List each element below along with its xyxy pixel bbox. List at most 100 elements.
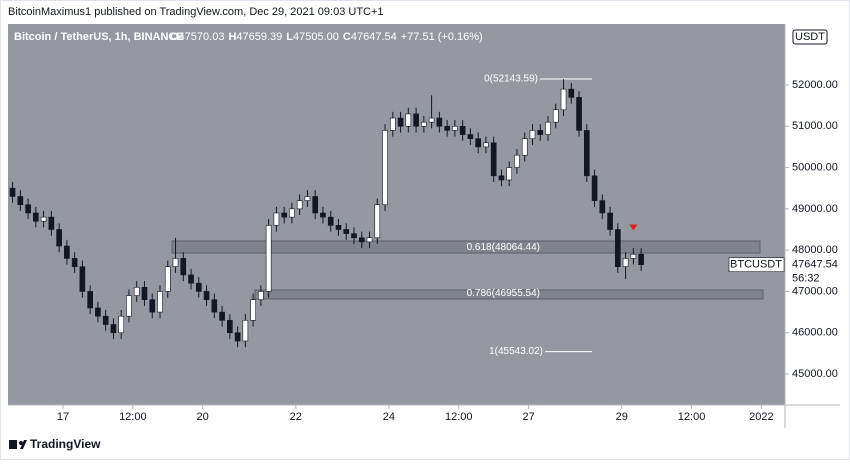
fib-label: 0(52143.59) <box>484 74 538 85</box>
fib-label: 0.786(46955.54) <box>467 288 540 299</box>
candle-body <box>358 237 365 243</box>
fib-zone <box>254 289 764 300</box>
candle-body <box>583 130 590 177</box>
candle-body <box>599 200 606 214</box>
fib-zone <box>171 240 761 254</box>
candle-body <box>591 175 598 201</box>
ohlc-value: 47647.54 <box>351 31 397 43</box>
candle-body <box>452 125 458 131</box>
ohlc-value: 47659.39 <box>236 31 282 43</box>
candle-body <box>234 332 241 342</box>
x-tick-label: 29 <box>616 411 628 423</box>
y-tick-label: 51000.00 <box>792 120 838 132</box>
fib-label: 0.618(48064.44) <box>467 242 540 253</box>
candle-body <box>459 125 466 135</box>
x-tick-label: 27 <box>522 411 534 423</box>
candle-body <box>141 287 148 301</box>
candle-body <box>56 229 62 247</box>
chart-pane <box>8 24 785 405</box>
candle-body <box>258 291 264 301</box>
candle-body <box>149 299 156 313</box>
candle-body <box>444 125 450 131</box>
x-tick-label: 20 <box>197 411 209 423</box>
currency: USDT <box>795 31 825 43</box>
y-tick-label: 46000.00 <box>792 327 838 339</box>
candle-body <box>227 320 233 334</box>
x-tick-label: 2022 <box>749 411 773 423</box>
candle-body <box>25 204 31 214</box>
candle-body <box>195 282 202 292</box>
footer-logo <box>9 440 27 449</box>
ohlc-label: C <box>343 31 351 43</box>
candle-body <box>397 117 404 127</box>
candle-body <box>33 212 39 222</box>
candle-body <box>273 212 280 226</box>
x-tick-label: 22 <box>290 411 302 423</box>
candle-body <box>366 237 373 243</box>
candle-body <box>64 245 70 259</box>
candle-body <box>102 315 109 325</box>
candle-body <box>17 196 24 206</box>
countdown: 56:32 <box>792 273 820 285</box>
last-price: 47647.54 <box>792 259 838 271</box>
candle-body <box>630 253 637 259</box>
candle-body <box>413 113 419 127</box>
candle-body <box>374 204 381 239</box>
candle-body <box>172 258 179 267</box>
change: +77.51 (+0.16%) <box>401 31 483 43</box>
candle-body <box>576 97 582 131</box>
candle-body <box>521 138 528 156</box>
ohlc-label: L <box>286 31 293 43</box>
candle-body <box>506 167 513 181</box>
ticker-box <box>728 257 785 273</box>
price-box <box>786 256 840 287</box>
candle-body <box>638 253 644 266</box>
publish-note: BitcoinMaximus1 published on TradingView… <box>8 6 384 18</box>
candle-body <box>607 212 613 230</box>
candle-body <box>48 216 55 230</box>
candle-body <box>296 200 303 210</box>
candle-body <box>180 258 187 276</box>
candle-body <box>164 266 171 292</box>
y-tick-label: 48000.00 <box>792 244 838 256</box>
candle-body <box>265 225 272 292</box>
candle-body <box>320 212 326 218</box>
candle-body <box>467 134 474 139</box>
y-tick-label: 49000.00 <box>792 203 838 215</box>
candle-body <box>622 258 629 267</box>
candle-body <box>335 225 342 230</box>
candle-body <box>421 121 427 127</box>
ohlc-value: 47505.00 <box>293 31 339 43</box>
candle-body <box>242 320 249 342</box>
candle-body <box>71 258 78 267</box>
candle-body <box>110 324 117 334</box>
candle-body <box>281 212 287 218</box>
candle-body <box>560 88 567 111</box>
candle-body <box>95 307 101 317</box>
y-tick-label: 50000.00 <box>792 161 838 173</box>
y-tick-label: 47000.00 <box>792 285 838 297</box>
candle-body <box>529 130 536 139</box>
candle-body <box>545 121 551 135</box>
fib-label: 1(45543.02) <box>489 346 543 357</box>
candle-body <box>514 154 520 168</box>
ohlc-value: 47570.03 <box>179 31 225 43</box>
ohlc-label: H <box>228 31 236 43</box>
candle-body <box>552 109 559 123</box>
ticker: BTCUSDT <box>730 259 782 271</box>
candle-body <box>351 233 357 239</box>
y-tick-label: 45000.00 <box>792 368 838 380</box>
candle-body <box>428 117 435 123</box>
footer: TradingView <box>30 437 101 451</box>
candle-body <box>219 311 225 321</box>
candle-body <box>405 113 412 127</box>
candle-body <box>436 117 443 127</box>
candle-body <box>304 196 311 201</box>
candle-body <box>79 266 86 292</box>
x-tick-label: 12:00 <box>678 411 706 423</box>
candle-body <box>118 315 125 334</box>
candle-body <box>157 291 163 313</box>
candle-body <box>615 229 621 267</box>
ohlc-label: O <box>170 31 179 43</box>
